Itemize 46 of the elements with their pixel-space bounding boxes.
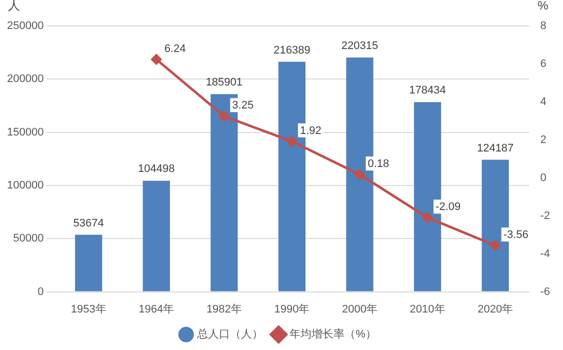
x-tick-label: 1964年 <box>138 303 174 316</box>
data-label: 104498 <box>138 163 175 176</box>
y2-tick-label: 4 <box>540 96 546 108</box>
legend-label: 总人口（人） <box>196 328 264 341</box>
data-label: 1.92 <box>300 124 322 137</box>
data-label: 220315 <box>341 40 378 52</box>
bar <box>75 234 102 292</box>
y-tick-label: 150000 <box>6 126 44 138</box>
data-label: -2.09 <box>436 201 461 214</box>
y-tick-label: 100000 <box>6 180 44 192</box>
y2-tick-label: -2 <box>540 210 550 222</box>
y2-tick-label: -6 <box>540 286 550 298</box>
y2-tick-label: 6 <box>540 58 546 70</box>
data-label: 53674 <box>73 217 104 230</box>
point <box>354 169 365 180</box>
data-label: 178434 <box>409 84 446 97</box>
point <box>286 136 298 147</box>
y-tick-label: 0 <box>38 286 44 298</box>
y2-tick-label: 0 <box>540 172 546 184</box>
data-label: 216389 <box>274 44 310 56</box>
x-tick-label: 2020年 <box>478 303 514 316</box>
x-tick-label: 2010年 <box>410 303 446 316</box>
bar <box>142 180 170 292</box>
y2-axis-title: % <box>538 0 549 12</box>
x-tick-label: 1982年 <box>206 303 242 316</box>
y-tick-label: 250000 <box>6 20 44 32</box>
y2-tick-label: -4 <box>540 248 550 260</box>
data-label: 124187 <box>476 142 514 154</box>
legend-label: 年均增长率（%） <box>290 328 376 341</box>
x-tick-label: 2000年 <box>342 303 378 316</box>
y-tick-label: 50000 <box>13 232 44 245</box>
data-label: 3.25 <box>232 100 254 112</box>
y-tick-label: 200000 <box>6 73 44 86</box>
point <box>422 212 433 223</box>
data-label: -3.56 <box>503 229 528 242</box>
y2-tick-label: 8 <box>540 20 546 32</box>
x-tick-label: 1953年 <box>70 303 106 316</box>
point <box>151 54 162 65</box>
data-label: 0.18 <box>368 158 390 170</box>
point <box>490 240 501 251</box>
y2-tick-label: 2 <box>540 134 546 146</box>
point <box>218 110 230 122</box>
x-tick-label: 1990年 <box>274 303 310 316</box>
y-axis-title: 人 <box>8 0 20 12</box>
data-label: 6.24 <box>164 42 186 55</box>
data-label: 185901 <box>206 76 243 89</box>
